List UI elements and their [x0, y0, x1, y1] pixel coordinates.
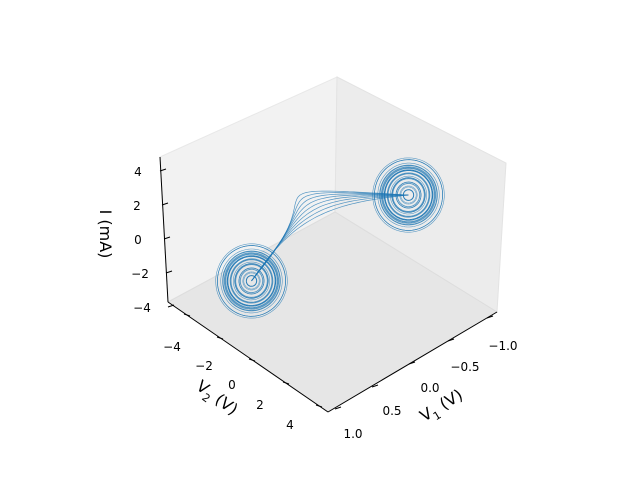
lower-lobe-loop	[229, 258, 274, 304]
lower-lobe-loop	[225, 253, 278, 309]
y-tick-mark	[183, 313, 191, 317]
lobe-transition	[251, 190, 409, 282]
x-tick-label: −1.0	[488, 339, 517, 353]
upper-lobe-loop	[377, 162, 440, 228]
lower-lobe-loop	[238, 267, 265, 295]
y-tick-label: 4	[286, 418, 294, 432]
upper-lobe-loop	[399, 185, 418, 205]
z-tick-label: 2	[133, 199, 141, 213]
z-axis-label: I (mA)	[96, 210, 115, 259]
x-tick-mark	[408, 361, 416, 365]
y-tick-label: −4	[163, 340, 181, 354]
z-tick-mark	[159, 168, 167, 172]
lower-lobe-loop	[245, 275, 258, 287]
z-tick-label: −2	[131, 267, 149, 281]
x-tick-label: 0.0	[420, 381, 439, 395]
lower-lobe-loop	[227, 255, 276, 307]
x-axis-line	[327, 311, 498, 413]
y-axis-line	[167, 301, 329, 413]
lower-lobe-loop	[242, 271, 261, 291]
upper-lobe-loop	[400, 186, 417, 204]
x-tick-mark	[447, 338, 455, 342]
upper-lobe-loop	[387, 173, 430, 217]
lower-lobe-loop	[215, 243, 288, 319]
upper-lobe-loop	[382, 167, 435, 223]
z-tick-mark	[163, 236, 171, 240]
upper-lobe-loop	[390, 175, 427, 215]
y-tick-label: 0	[228, 378, 236, 392]
upper-lobe-loop	[372, 157, 445, 233]
y-tick-mark	[216, 336, 224, 340]
upper-lobe-loop	[395, 181, 422, 209]
x-tick-label: 0.5	[382, 404, 401, 418]
x-tick-label: 1.0	[343, 427, 362, 441]
z-tick-mark	[167, 304, 175, 308]
upper-lobe-loop	[383, 169, 434, 221]
lower-lobe-loop	[223, 252, 280, 310]
lower-lobe-loop	[235, 264, 268, 298]
lower-lobe-loop	[243, 272, 260, 290]
lower-lobe-loop	[230, 259, 273, 303]
lower-lobe-loop	[230, 259, 273, 303]
y-tick-mark	[282, 381, 290, 385]
y-tick-mark	[315, 404, 323, 408]
upper-lobe-loop	[392, 178, 425, 212]
lower-lobe-loop	[217, 245, 286, 317]
upper-lobe-loop	[387, 173, 430, 217]
x-axis-ticks: −1.0 −0.5 0.0 0.5 1.0	[334, 315, 518, 441]
x-tick-mark	[334, 406, 342, 410]
z-tick-label: 0	[134, 233, 142, 247]
z-tick-label: −4	[133, 301, 151, 315]
upper-lobe-loop	[381, 167, 436, 223]
lower-lobe-loop	[234, 263, 269, 299]
x-tick-label: −0.5	[450, 360, 479, 374]
y-axis-ticks: −4 −2 0 2 4	[163, 313, 323, 432]
lower-lobe-loop	[233, 261, 270, 301]
lower-lobe-loop	[234, 263, 269, 299]
upper-lobe-loop	[384, 169, 433, 221]
z-axis-ticks: 4 2 0 −2 −4	[131, 165, 175, 315]
lower-lobe-loop	[220, 248, 283, 314]
lower-lobe-loop	[226, 255, 277, 307]
lower-lobe-loop	[224, 253, 279, 309]
y-tick-label: −2	[195, 359, 213, 373]
x-tick-mark	[486, 315, 494, 319]
lower-lobe-loop	[222, 250, 281, 312]
upper-lobe-loop	[379, 164, 438, 226]
z-tick-mark	[161, 202, 169, 206]
upper-lobe-loop	[391, 177, 426, 213]
upper-lobe-loop	[380, 166, 437, 224]
upper-lobe-loop	[386, 172, 431, 218]
x-tick-mark	[371, 384, 379, 388]
upper-lobe-loop	[391, 177, 426, 213]
y-tick-mark	[248, 358, 256, 362]
y-tick-label: 2	[256, 398, 264, 412]
upper-lobe-loop	[402, 189, 415, 201]
lower-lobe-loop	[239, 268, 264, 294]
upper-lobe-loop	[374, 159, 443, 231]
y-axis-label-unit: (V)	[207, 387, 241, 419]
z-axis-line	[159, 156, 169, 303]
attractor-trajectory	[215, 157, 445, 319]
z-tick-mark	[165, 270, 173, 274]
z-tick-label: 4	[134, 165, 142, 179]
